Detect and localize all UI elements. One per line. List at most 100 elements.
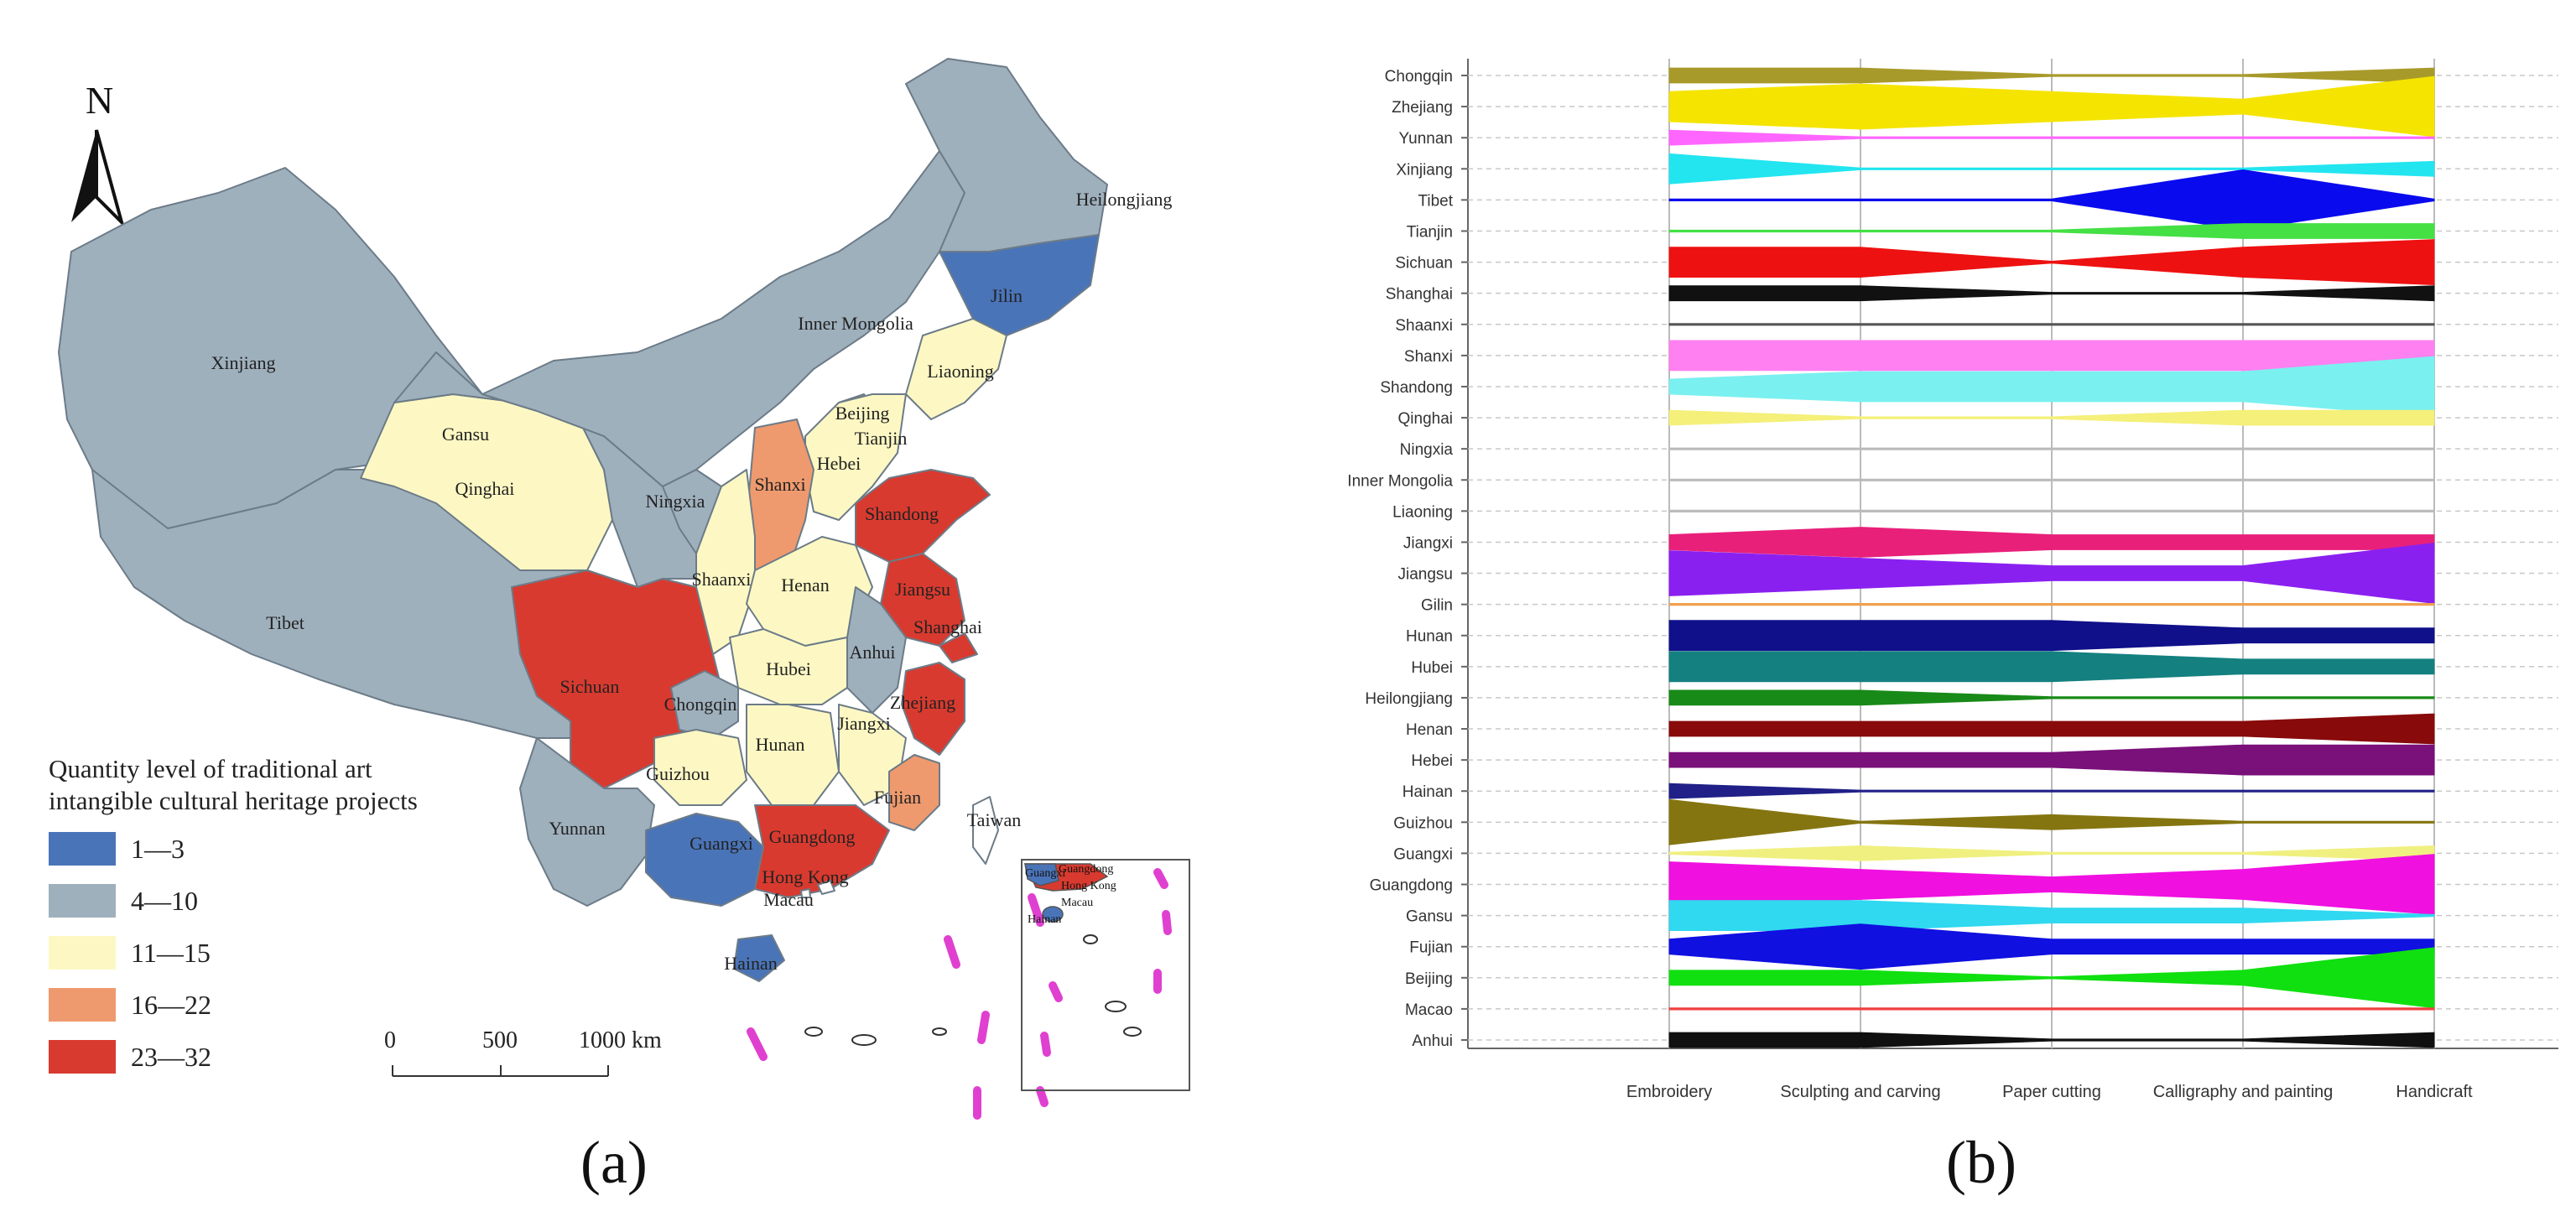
x-tick-label: Sculpting and carving — [1780, 1083, 1940, 1101]
y-tick-label: Henan — [1406, 721, 1453, 739]
y-tick-label: Liaoning — [1392, 503, 1453, 521]
scale-bar — [392, 1065, 609, 1077]
y-tick-label: Shanghai — [1386, 286, 1453, 304]
series-band-hubei — [1668, 651, 2435, 683]
series-band-tibet — [1668, 169, 2435, 231]
y-tick-label: Sichuan — [1395, 255, 1453, 273]
inset-label-macau: Macau — [1061, 897, 1093, 909]
y-tick-label: Macao — [1405, 1001, 1453, 1019]
y-tick-label: Fujian — [1409, 939, 1453, 957]
series-band-henan — [1668, 713, 2435, 745]
legend-row: 16—22 — [49, 988, 211, 1022]
series-band-hainan — [1668, 783, 2435, 799]
y-tick-label: Ningxia — [1400, 441, 1454, 459]
province-label-inner-mongolia: Inner Mongolia — [798, 313, 913, 334]
panel-label-a: (a) — [580, 1129, 648, 1196]
series-band-yunnan — [1668, 129, 2435, 146]
y-tick-label: Gansu — [1406, 908, 1453, 926]
province-chongqin — [670, 670, 739, 739]
legend-label: 11—15 — [131, 937, 211, 968]
y-tick-label: Tianjin — [1407, 223, 1453, 241]
province-label-hainan: Hainan — [724, 953, 778, 974]
province-guizhou — [653, 729, 747, 806]
inset-label-guangdong: Guangdong — [1059, 863, 1113, 876]
province-label-jiangsu: Jiangsu — [895, 579, 950, 600]
province-label-fujian: Fujian — [874, 787, 921, 808]
legend-label: 1—3 — [131, 833, 185, 864]
province-label-chongqin: Chongqin — [664, 694, 737, 715]
legend-title: Quantity level of traditional art intang… — [49, 753, 518, 817]
y-tick-label: Qinghai — [1398, 410, 1454, 428]
series-band-qinghai — [1668, 409, 2435, 426]
province-label-xinjiang: Xinjiang — [211, 352, 276, 373]
inset-map — [1023, 863, 1109, 923]
legend-row: 11—15 — [49, 936, 211, 970]
legend-row: 23—32 — [49, 1040, 211, 1074]
series-band-tianjin — [1668, 223, 2435, 239]
province-label-guizhou: Guizhou — [646, 763, 710, 784]
legend-label: 4—10 — [131, 885, 198, 916]
y-tick-label: Anhui — [1412, 1032, 1453, 1050]
y-tick-label: Tibet — [1418, 192, 1453, 210]
province-label-guangdong: Guangdong — [769, 826, 856, 847]
province-label-shanghai: Shanghai — [913, 616, 982, 637]
province-guangxi — [645, 813, 764, 907]
nine-dash-line — [747, 868, 1172, 1120]
series-band-inner-mongolia — [1668, 478, 2435, 481]
province-label-liaoning: Liaoning — [927, 361, 993, 382]
province-label-tibet: Tibet — [266, 612, 304, 633]
series-band-hunan — [1668, 620, 2435, 652]
legend-row: 4—10 — [49, 884, 198, 918]
y-tick-label: Inner Mongolia — [1347, 472, 1453, 490]
province-label-shaanxi: Shaanxi — [692, 569, 752, 590]
y-tick-label: Hainan — [1402, 783, 1453, 801]
province-yunnan — [519, 737, 655, 907]
x-tick-label: Handicraft — [2396, 1083, 2473, 1101]
province-label-ningxia: Ningxia — [646, 491, 705, 512]
china-map: N — [58, 58, 1190, 1120]
series-band-sichuan — [1668, 239, 2435, 286]
series-band-shanghai — [1668, 285, 2435, 302]
y-tick-label: Hubei — [1411, 659, 1453, 677]
north-label: N — [86, 79, 113, 122]
province-guangdong — [754, 804, 890, 898]
province-label-sichuan: Sichuan — [560, 676, 620, 697]
legend-swatch — [49, 936, 116, 970]
y-tick-label: Shaanxi — [1395, 317, 1453, 335]
legend-label: 23—32 — [131, 1041, 211, 1072]
scale-tick-1000: 1000 km — [579, 1027, 662, 1053]
province-label-taiwan: Taiwan — [967, 809, 1021, 830]
province-taiwan — [972, 796, 999, 865]
province-label-hebei: Hebei — [817, 453, 861, 474]
legend-title-line2: intangible cultural heritage projects — [49, 786, 418, 815]
chart-panel: Chongqin Zhejiang Yunnan Xinjiang Tibet Tianj… — [1309, 0, 2576, 1222]
province-label-guangxi: Guangxi — [690, 833, 753, 854]
series-band-xinjiang — [1668, 153, 2435, 185]
legend-swatch — [49, 988, 116, 1022]
province-label-jiangxi: Jiangxi — [837, 713, 891, 734]
province-label-heilongjiang: Heilongjiang — [1076, 189, 1173, 210]
province-fujian — [888, 754, 940, 831]
inset-label-guangxi: Guangxi — [1025, 867, 1065, 880]
series-band-guizhou — [1668, 798, 2435, 845]
south-china-sea-inset — [1021, 859, 1190, 1091]
y-tick-label: Gilin — [1421, 597, 1453, 615]
series-band-liaoning — [1668, 509, 2435, 512]
y-tick-label: Hebei — [1411, 752, 1453, 770]
province-shanghai — [939, 632, 978, 663]
province-label-tianjin: Tianjin — [855, 428, 908, 449]
y-tick-label: Yunnan — [1399, 130, 1453, 148]
province-label-hong-kong: Hong Kong — [762, 866, 848, 887]
legend-row: 1—3 — [49, 832, 185, 866]
heritage-category-chart: Chongqin Zhejiang Yunnan Xinjiang Tibet Tianj… — [1347, 59, 2558, 1101]
legend-swatch — [49, 884, 116, 918]
province-hunan — [746, 704, 840, 806]
y-tick-label: Jiangxi — [1403, 534, 1453, 552]
province-hainan — [733, 934, 785, 982]
x-tick-label: Embroidery — [1626, 1083, 1712, 1101]
x-tick-label: Paper cutting — [2002, 1083, 2101, 1101]
y-tick-label: Chongqin — [1385, 68, 1453, 86]
province-hong-kong — [817, 880, 835, 895]
province-label-anhui: Anhui — [850, 642, 896, 663]
y-tick-label: Guangdong — [1370, 877, 1453, 895]
